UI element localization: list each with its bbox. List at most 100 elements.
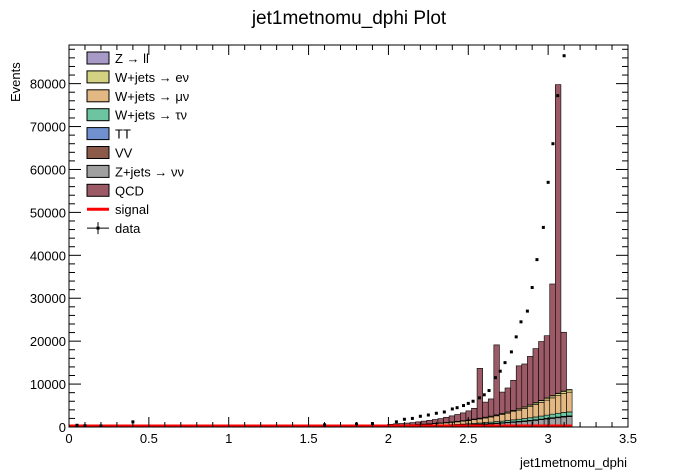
bar-w-jets- [560, 393, 567, 413]
data-point [519, 320, 523, 324]
data-point [546, 180, 550, 184]
bar-qcd [543, 335, 551, 399]
bar-w-jets- [476, 418, 483, 424]
legend-label: data [115, 221, 141, 236]
data-point [541, 225, 545, 229]
x-axis: 0 0.5 1 1.5 2 2.5 3 3.5 [65, 45, 637, 446]
legend-swatch [86, 89, 110, 103]
bar-w-jets- [471, 419, 478, 424]
bar-qcd [426, 420, 433, 425]
data-point [551, 142, 555, 146]
legend-label: QCD [115, 183, 144, 198]
legend-label: W+jets → eν [115, 70, 189, 85]
y-tick-label: 60000 [30, 162, 66, 177]
legend-label: Z → ll [115, 51, 149, 66]
legend-swatch [86, 146, 110, 159]
legend-swatch [86, 108, 110, 122]
legend: Z → ll W+jets → eν W+jets → μν W+jets → τν T… [86, 51, 189, 236]
plot-frame [68, 44, 629, 428]
data-point [482, 393, 486, 397]
bar-qcd [487, 398, 495, 417]
legend-label: W+jets → μν [115, 89, 189, 104]
data-point [514, 335, 518, 339]
y-tick-label: 10000 [30, 377, 66, 392]
x-tick-label: 1.5 [300, 431, 318, 446]
bar-w-jets- [510, 411, 517, 421]
y-tick-label: 30000 [30, 291, 66, 306]
x-tick-label: 0.5 [140, 431, 158, 446]
bar-w-jets- [521, 418, 528, 422]
y-tick-label: 70000 [30, 120, 66, 135]
data-point [418, 414, 422, 418]
bar-qcd [409, 422, 416, 426]
bar-w-jets- [515, 409, 523, 420]
data-point [410, 416, 414, 420]
bar-w-jets- [549, 397, 556, 415]
y-tick-label: 40000 [30, 248, 66, 263]
bar-qcd [459, 412, 467, 421]
bar-qcd [504, 387, 511, 413]
bar-w-jets- [555, 395, 562, 414]
y-tick-label: 50000 [30, 205, 66, 220]
legend-label: TT [115, 127, 131, 142]
stacked-bars [387, 84, 573, 428]
bar-w-jets- [566, 411, 573, 417]
bar-w-jets- [493, 415, 500, 422]
y-tick-label: 0 [59, 420, 66, 435]
bar-qcd [555, 84, 562, 394]
bar-qcd [454, 414, 461, 422]
bar-w-jets- [538, 415, 545, 420]
data-point [394, 420, 398, 424]
legend-label: VV [115, 146, 133, 161]
data-point [131, 420, 135, 424]
data-point [509, 350, 513, 354]
data-point [471, 399, 475, 403]
data-point [75, 423, 79, 427]
legend-swatch [86, 183, 110, 197]
bar-w-jets- [560, 412, 567, 417]
bar-w-jets- [454, 421, 461, 425]
bar-w-jets- [504, 412, 511, 421]
data-point [450, 407, 454, 411]
legend-label: W+jets → τν [115, 108, 187, 123]
bar-w-jets- [566, 391, 573, 413]
bar-w-jets- [543, 414, 551, 419]
bar-qcd [521, 363, 528, 408]
bar-qcd [532, 348, 539, 403]
data-point [477, 396, 481, 400]
bar-qcd [437, 418, 444, 424]
y-tick-label: 80000 [30, 77, 66, 92]
bar-qcd [420, 420, 428, 425]
legend-swatch [86, 164, 110, 178]
bar-w-jets- [532, 416, 539, 421]
data-point [402, 417, 406, 421]
bar-w-jets- [527, 417, 534, 421]
bar-w-jets- [549, 413, 556, 419]
y-axis-label: Events [8, 62, 23, 102]
data-point [493, 376, 497, 380]
x-tick-label: 2 [385, 431, 392, 446]
legend-swatch [86, 70, 110, 84]
bar-w-jets-e- [560, 391, 567, 394]
bar-qcd [482, 401, 489, 418]
bar-w-jets- [487, 416, 495, 423]
bar-w-jets- [459, 420, 467, 425]
legend-swatch [86, 127, 110, 141]
y-axis: 0 10000 20000 30000 40000 50000 60000 70000 8000… [30, 48, 628, 435]
data-point [535, 258, 539, 262]
data-point [498, 369, 502, 373]
data-point [487, 389, 491, 393]
x-tick-label: 0 [65, 431, 72, 446]
legend-label: signal [115, 202, 149, 217]
bar-qcd [510, 380, 517, 411]
bar-qcd [515, 365, 523, 410]
bar-qcd [499, 391, 506, 414]
bar-qcd [527, 356, 534, 406]
bar-w-jets- [555, 412, 562, 418]
bar-qcd [448, 415, 456, 423]
bar-w-jets- [532, 404, 539, 418]
data-point [434, 411, 438, 415]
bar-qcd [549, 283, 556, 396]
data-point [525, 309, 529, 313]
